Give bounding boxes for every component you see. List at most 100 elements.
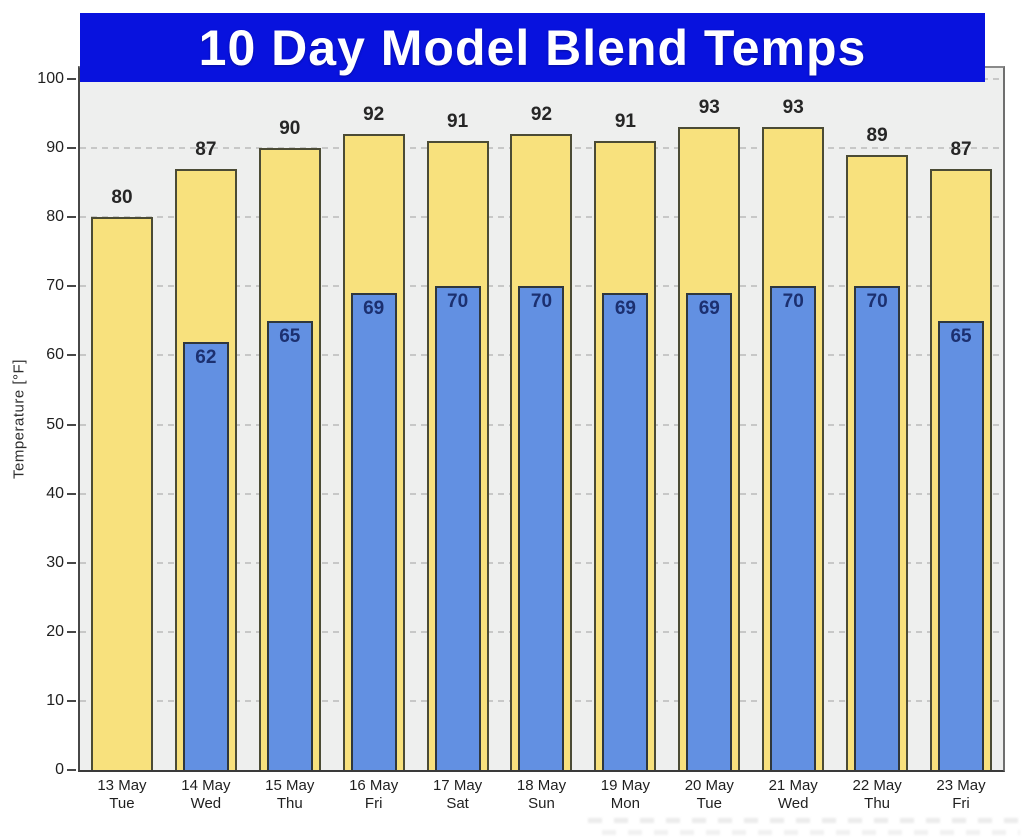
bar-group-18-May: 92 70 <box>500 68 584 770</box>
x-tick-15-May: 15 May Thu <box>248 777 332 812</box>
x-tick-day: Tue <box>696 795 722 812</box>
low-temp-value: 70 <box>782 291 804 313</box>
y-tick-mark-50 <box>67 423 76 426</box>
y-tick-mark-100 <box>67 78 76 81</box>
low-temp-bar: 65 <box>938 320 985 770</box>
x-tick-date: 15 May <box>265 777 315 794</box>
x-tick-date: 21 May <box>768 777 818 794</box>
high-temp-value: 93 <box>782 97 804 119</box>
high-temp-value: 92 <box>530 104 553 126</box>
y-axis-title: Temperature [°F] <box>10 359 28 479</box>
x-tick-date: 20 May <box>684 777 734 794</box>
y-tick-mark-0 <box>67 769 76 771</box>
x-tick-day: Sat <box>446 795 469 812</box>
high-temp-value: 80 <box>111 187 133 209</box>
x-tick-13-May: 13 May Tue <box>80 777 164 812</box>
low-temp-bar: 70 <box>518 286 565 770</box>
faded-watermark-row2 <box>602 830 1020 835</box>
high-temp-value: 90 <box>279 118 301 140</box>
chart-title: 10 Day Model Blend Temps <box>198 19 867 76</box>
low-temp-bar: 69 <box>350 293 397 770</box>
y-tick-mark-30 <box>67 561 76 564</box>
y-tick-mark-10 <box>67 699 76 702</box>
bar-group-15-May: 90 65 <box>248 68 332 770</box>
bar-group-14-May: 87 62 <box>164 68 248 770</box>
x-axis-labels: 13 May Tue 14 May Wed 15 May Thu 16 May Fri 17 M… <box>80 777 1003 812</box>
x-tick-16-May: 16 May Fri <box>332 777 416 812</box>
y-tick-label-40: 40 <box>46 484 64 502</box>
y-tick-label-60: 60 <box>46 346 64 364</box>
x-tick-22-May: 22 May Thu <box>835 777 919 812</box>
x-tick-date: 18 May <box>516 777 567 794</box>
y-tick-mark-60 <box>67 354 76 357</box>
bar-group-19-May: 91 69 <box>583 68 667 770</box>
low-temp-value: 62 <box>195 346 217 368</box>
y-tick-label-10: 10 <box>46 691 64 709</box>
low-temp-bar: 70 <box>770 286 817 770</box>
y-tick-label-20: 20 <box>46 622 64 640</box>
x-tick-day: Sun <box>528 795 555 812</box>
low-temp-value: 70 <box>530 291 553 313</box>
x-tick-day: Fri <box>364 795 383 812</box>
high-temp-value: 87 <box>195 138 217 160</box>
x-tick-day: Tue <box>109 795 135 812</box>
y-tick-label-100: 100 <box>37 70 64 88</box>
x-tick-14-May: 14 May Wed <box>164 777 248 812</box>
bar-group-17-May: 91 70 <box>416 68 500 770</box>
bar-group-13-May: 80 <box>80 68 164 770</box>
x-tick-date: 23 May <box>936 777 986 794</box>
low-temp-value: 69 <box>614 298 636 320</box>
high-temp-value: 89 <box>866 125 888 147</box>
high-temp-value: 87 <box>950 138 972 160</box>
low-temp-bar: 62 <box>182 341 229 770</box>
x-tick-19-May: 19 May Mon <box>583 777 667 812</box>
high-temp-value: 93 <box>698 97 720 119</box>
high-temp-value: 91 <box>614 111 636 133</box>
y-tick-label-80: 80 <box>46 208 64 226</box>
low-temp-value: 69 <box>698 298 720 320</box>
low-temp-value: 69 <box>363 298 385 320</box>
x-tick-day: Wed <box>777 795 809 812</box>
faded-watermark-row1 <box>588 818 1020 823</box>
x-tick-18-May: 18 May Sun <box>500 777 584 812</box>
low-temp-value: 65 <box>279 325 301 347</box>
x-tick-day: Mon <box>610 795 640 812</box>
x-tick-day: Thu <box>864 795 891 812</box>
x-tick-day: Fri <box>952 795 970 812</box>
x-tick-20-May: 20 May Tue <box>667 777 751 812</box>
y-tick-label-70: 70 <box>46 277 64 295</box>
low-temp-bar: 70 <box>434 286 481 770</box>
low-temp-bar: 69 <box>686 293 733 770</box>
y-tick-label-0: 0 <box>55 761 64 778</box>
y-tick-mark-20 <box>67 630 76 633</box>
bar-group-22-May: 89 70 <box>835 68 919 770</box>
y-tick-mark-40 <box>67 492 76 495</box>
low-temp-bar: 65 <box>266 320 313 770</box>
title-banner: 10 Day Model Blend Temps <box>80 13 985 82</box>
y-tick-label-30: 30 <box>46 553 64 571</box>
bar-group-20-May: 93 69 <box>667 68 751 770</box>
y-tick-mark-90 <box>67 147 76 150</box>
x-tick-day: Wed <box>190 795 222 812</box>
plot-area: 0 10 20 30 40 50 60 70 80 90 100 80 87 62 90 65 92 69 91 70… <box>37 66 1005 778</box>
x-tick-date: 22 May <box>852 777 902 794</box>
x-tick-date: 13 May <box>97 777 147 794</box>
high-temp-value: 91 <box>447 111 469 133</box>
bar-group-21-May: 93 70 <box>751 68 835 770</box>
y-tick-mark-80 <box>67 216 76 219</box>
x-tick-17-May: 17 May Sat <box>416 777 500 812</box>
bar-group-23-May: 87 65 <box>919 68 1003 770</box>
x-tick-date: 14 May <box>181 777 231 794</box>
low-temp-value: 70 <box>866 291 888 313</box>
x-tick-21-May: 21 May Wed <box>751 777 835 812</box>
x-tick-day: Thu <box>276 795 303 812</box>
x-tick-date: 16 May <box>349 777 399 794</box>
low-temp-bar: 69 <box>602 293 649 770</box>
bar-group-16-May: 92 69 <box>332 68 416 770</box>
x-tick-23-May: 23 May Fri <box>919 777 1003 812</box>
low-temp-value: 65 <box>950 325 972 347</box>
y-tick-mark-70 <box>67 285 76 288</box>
x-tick-date: 17 May <box>432 777 483 794</box>
y-tick-label-90: 90 <box>46 139 64 157</box>
